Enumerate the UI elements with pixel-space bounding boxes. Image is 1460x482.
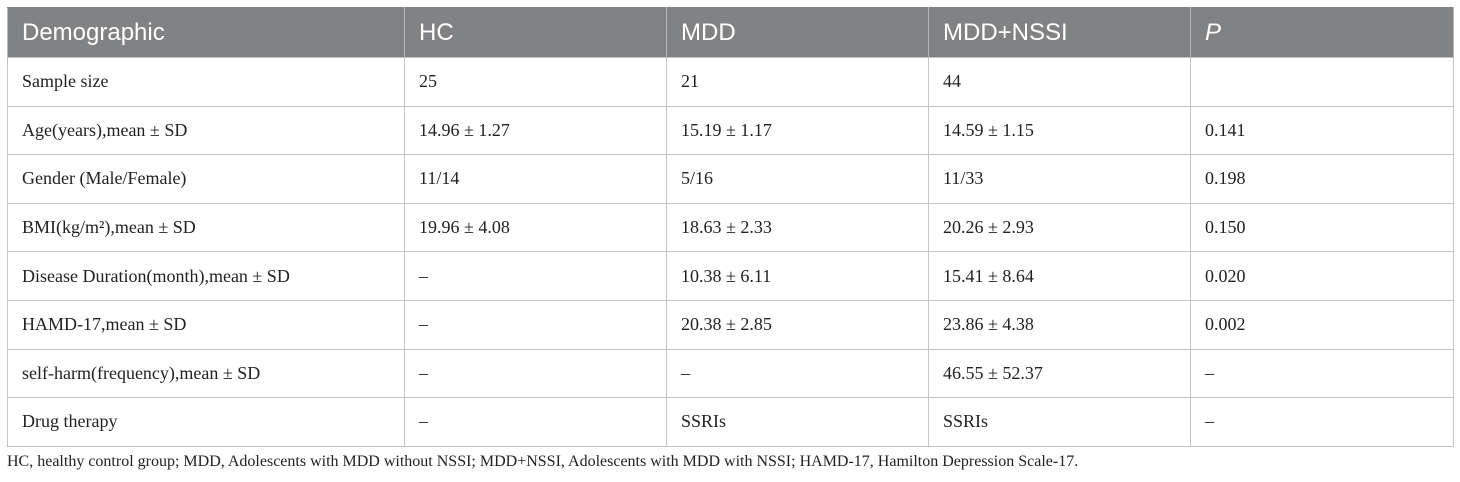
cell-p-value: 0.020 — [1190, 251, 1454, 301]
cell-p-value — [1190, 57, 1454, 107]
table-row: Age(years),mean ± SD 14.96 ± 1.27 15.19 … — [7, 105, 1454, 156]
table-row: BMI(kg/m²),mean ± SD 19.96 ± 4.08 18.63 … — [7, 202, 1454, 253]
cell-p-value: 0.150 — [1190, 202, 1454, 253]
cell-p-value: – — [1190, 348, 1454, 399]
header-demographic: Demographic — [7, 7, 405, 58]
row-label: Drug therapy — [7, 397, 405, 447]
cell-hc: – — [404, 251, 667, 301]
cell-hc: 19.96 ± 4.08 — [404, 202, 667, 253]
table-row: Disease Duration(month),mean ± SD – 10.3… — [7, 251, 1454, 301]
cell-mdd-nssi: 23.86 ± 4.38 — [928, 299, 1191, 350]
row-label: Age(years),mean ± SD — [7, 105, 405, 156]
cell-hc: 11/14 — [404, 154, 667, 204]
header-hc: HC — [404, 7, 667, 58]
cell-p-value: 0.141 — [1190, 105, 1454, 156]
cell-mdd: 5/16 — [666, 154, 929, 204]
demographics-table: Demographic HC MDD MDD+NSSI P Sample siz… — [7, 7, 1454, 447]
cell-p-value: 0.198 — [1190, 154, 1454, 204]
cell-mdd: 15.19 ± 1.17 — [666, 105, 929, 156]
row-label: HAMD-17,mean ± SD — [7, 299, 405, 350]
table-row: Drug therapy – SSRIs SSRIs – — [7, 397, 1454, 447]
cell-mdd: 20.38 ± 2.85 — [666, 299, 929, 350]
row-label: BMI(kg/m²),mean ± SD — [7, 202, 405, 253]
cell-mdd-nssi: 44 — [928, 57, 1191, 107]
cell-p-value: 0.002 — [1190, 299, 1454, 350]
cell-mdd-nssi: SSRIs — [928, 397, 1191, 447]
header-mdd: MDD — [666, 7, 929, 58]
row-label: Sample size — [7, 57, 405, 107]
cell-mdd-nssi: 46.55 ± 52.37 — [928, 348, 1191, 399]
table-row: Gender (Male/Female) 11/14 5/16 11/33 0.… — [7, 154, 1454, 204]
table-row: Sample size 25 21 44 — [7, 57, 1454, 107]
cell-mdd: 10.38 ± 6.11 — [666, 251, 929, 301]
cell-mdd-nssi: 14.59 ± 1.15 — [928, 105, 1191, 156]
cell-hc: – — [404, 299, 667, 350]
cell-mdd: SSRIs — [666, 397, 929, 447]
table-footnote: HC, healthy control group; MDD, Adolesce… — [7, 453, 1079, 470]
cell-hc: 14.96 ± 1.27 — [404, 105, 667, 156]
cell-hc: 25 — [404, 57, 667, 107]
row-label: self-harm(frequency),mean ± SD — [7, 348, 405, 399]
cell-mdd: 21 — [666, 57, 929, 107]
table-row: HAMD-17,mean ± SD – 20.38 ± 2.85 23.86 ±… — [7, 299, 1454, 350]
table-header-row: Demographic HC MDD MDD+NSSI P — [7, 7, 1454, 58]
cell-mdd-nssi: 15.41 ± 8.64 — [928, 251, 1191, 301]
header-p-value: P — [1190, 7, 1454, 58]
table-row: self-harm(frequency),mean ± SD – – 46.55… — [7, 348, 1454, 399]
cell-p-value: – — [1190, 397, 1454, 447]
header-mdd-nssi: MDD+NSSI — [928, 7, 1191, 58]
cell-hc: – — [404, 397, 667, 447]
cell-mdd: 18.63 ± 2.33 — [666, 202, 929, 253]
cell-mdd: – — [666, 348, 929, 399]
cell-mdd-nssi: 11/33 — [928, 154, 1191, 204]
row-label: Disease Duration(month),mean ± SD — [7, 251, 405, 301]
cell-hc: – — [404, 348, 667, 399]
demographics-table-container: Demographic HC MDD MDD+NSSI P Sample siz… — [7, 7, 1454, 447]
cell-mdd-nssi: 20.26 ± 2.93 — [928, 202, 1191, 253]
row-label: Gender (Male/Female) — [7, 154, 405, 204]
